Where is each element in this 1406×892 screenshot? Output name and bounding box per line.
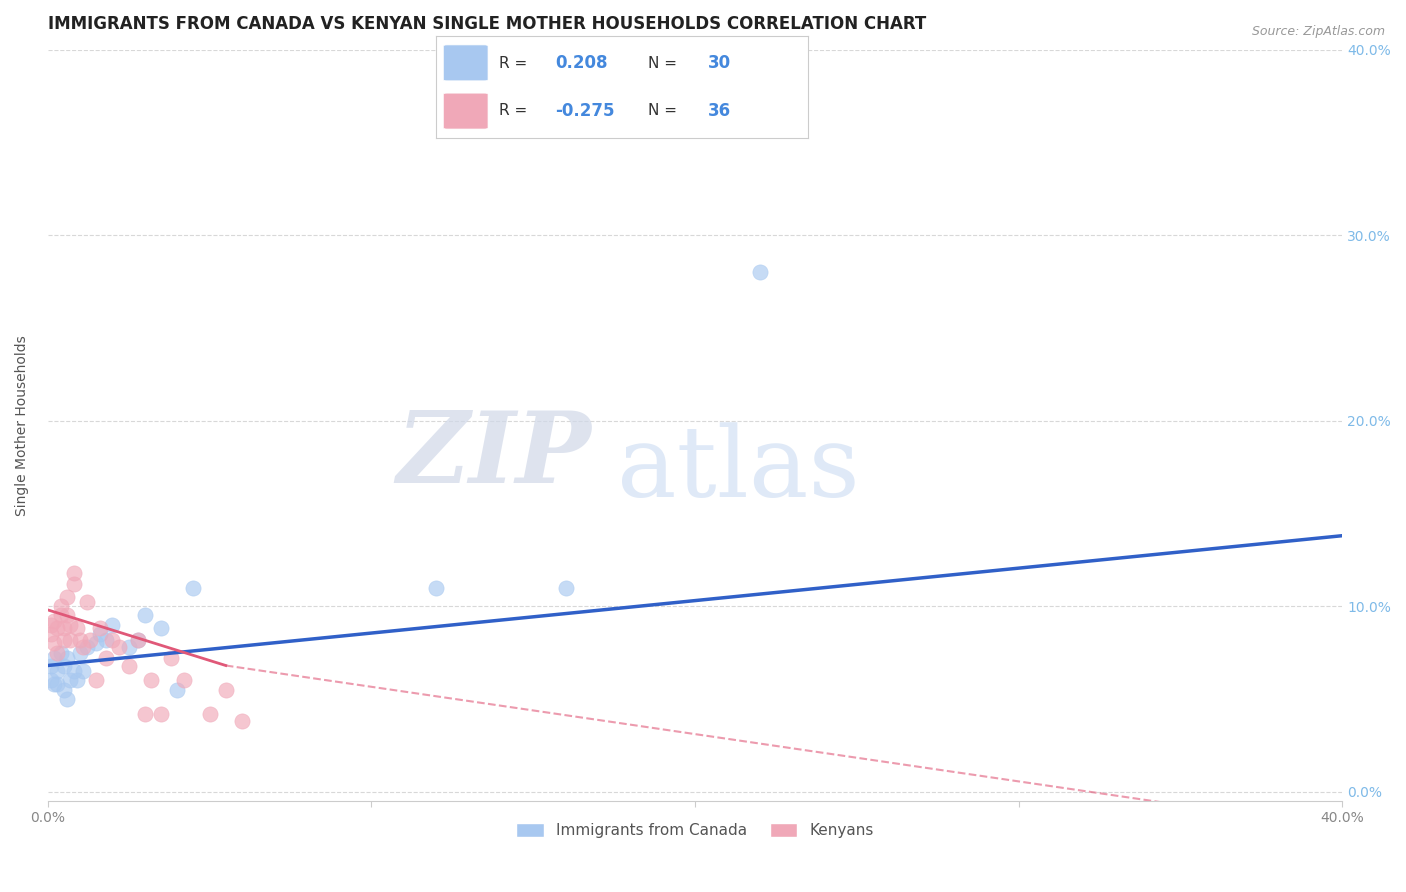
Point [554,581,576,595]
Point [118,640,141,654]
Point [72,664,94,678]
Point [66,673,89,688]
FancyBboxPatch shape [443,93,488,129]
Point [56,692,79,706]
Text: Source: ZipAtlas.com: Source: ZipAtlas.com [1251,25,1385,38]
Point [49,599,72,614]
Point [59,673,82,688]
Point [150,706,173,721]
Point [46,677,69,691]
Point [198,706,221,721]
Point [39,627,62,641]
Point [59,632,82,647]
Point [101,617,124,632]
Point [52,632,75,647]
Point [52,658,75,673]
Point [166,682,188,697]
Text: 30: 30 [707,54,731,72]
Text: ZIP: ZIP [396,407,592,504]
Point [52,622,75,636]
Point [425,581,447,595]
Point [72,640,94,654]
Point [66,622,89,636]
Point [52,682,75,697]
Point [101,632,124,647]
FancyBboxPatch shape [443,45,488,81]
Point [49,608,72,623]
Point [44,614,66,628]
Point [84,673,107,688]
Point [46,646,69,660]
Point [127,632,149,647]
Point [69,646,91,660]
Point [56,651,79,665]
Point [748,265,770,279]
Point [134,706,156,721]
Text: 0.208: 0.208 [555,54,607,72]
Point [89,622,111,636]
Point [150,622,173,636]
Point [56,590,79,604]
Point [108,640,131,654]
Point [62,664,84,678]
Point [46,664,69,678]
Text: R =: R = [499,56,533,70]
Point [39,673,62,688]
Text: IMMIGRANTS FROM CANADA VS KENYAN SINGLE MOTHER HOUSEHOLDS CORRELATION CHART: IMMIGRANTS FROM CANADA VS KENYAN SINGLE … [48,15,927,33]
Point [39,617,62,632]
Point [231,714,253,728]
Point [183,581,205,595]
Point [69,632,91,647]
Point [94,632,117,647]
Point [127,632,149,647]
Point [89,627,111,641]
Point [44,677,66,691]
Point [173,673,195,688]
Point [118,658,141,673]
Point [141,673,163,688]
Point [76,595,98,609]
Text: N =: N = [648,103,682,118]
Point [46,622,69,636]
Point [62,577,84,591]
Text: N =: N = [648,56,682,70]
Point [56,608,79,623]
Point [59,617,82,632]
Text: R =: R = [499,103,533,118]
Point [44,651,66,665]
Point [94,651,117,665]
Point [79,632,101,647]
Y-axis label: Single Mother Households: Single Mother Households [15,335,30,516]
Point [159,651,181,665]
Legend: Immigrants from Canada, Kenyans: Immigrants from Canada, Kenyans [509,815,882,846]
Point [49,646,72,660]
Point [62,566,84,580]
Text: atlas: atlas [617,423,860,518]
Point [44,636,66,650]
Point [84,636,107,650]
Text: -0.275: -0.275 [555,102,614,120]
Point [215,682,238,697]
Point [39,658,62,673]
Point [76,640,98,654]
Text: 36: 36 [707,102,731,120]
Point [134,608,156,623]
